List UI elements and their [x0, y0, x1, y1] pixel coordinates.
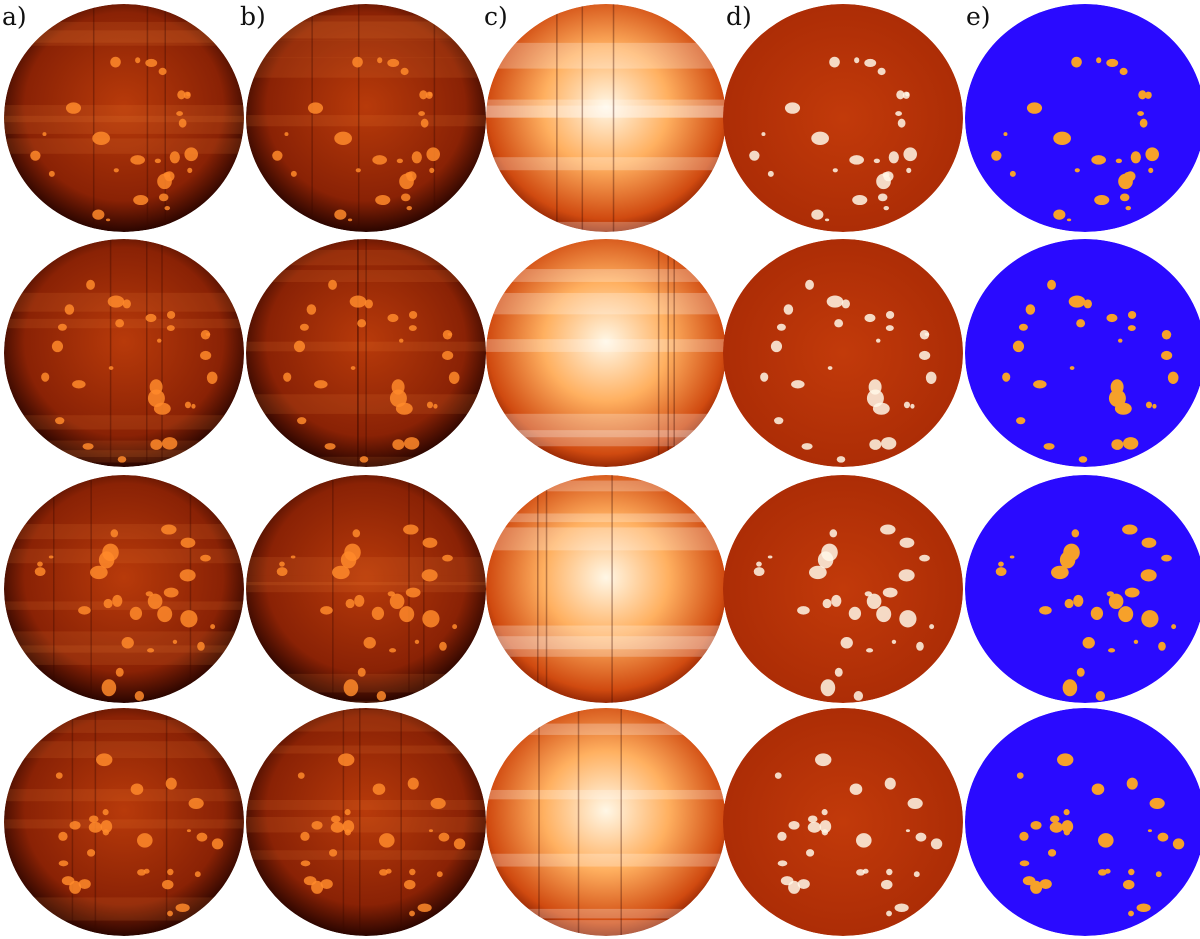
flat-field-image-r2	[486, 239, 726, 467]
binary-mask-r2	[965, 239, 1200, 467]
panel-label-c: c)	[484, 2, 508, 31]
corrected-image-r1	[246, 4, 486, 232]
binary-mask-r1	[965, 4, 1200, 232]
solar-disc	[4, 239, 244, 467]
corrected-image-r2	[246, 239, 486, 467]
binary-mask-r3	[965, 475, 1200, 703]
solar-disc	[246, 4, 486, 232]
binary-mask-r4	[965, 708, 1200, 936]
solar-disc	[723, 475, 963, 703]
corrected-image-r3	[246, 475, 486, 703]
solar-disc	[965, 239, 1200, 467]
raw-image-r4	[4, 708, 244, 936]
solar-disc	[246, 239, 486, 467]
solar-disc	[723, 4, 963, 232]
raw-image-r3	[4, 475, 244, 703]
solar-disc	[4, 4, 244, 232]
raw-image-r1	[4, 4, 244, 232]
raw-image-r2	[4, 239, 244, 467]
solar-disc	[965, 475, 1200, 703]
enhanced-image-r2	[723, 239, 963, 467]
corrected-image-r4	[246, 708, 486, 936]
flat-field-image-r1	[486, 4, 726, 232]
panel-label-d: d)	[726, 2, 752, 31]
solar-disc	[723, 708, 963, 936]
solar-disc	[486, 4, 726, 232]
enhanced-image-r4	[723, 708, 963, 936]
flat-field-image-r3	[486, 475, 726, 703]
solar-disc	[486, 239, 726, 467]
solar-disc	[4, 475, 244, 703]
solar-disc	[246, 475, 486, 703]
panel-label-b: b)	[240, 2, 266, 31]
solar-disc	[965, 708, 1200, 936]
panel-label-e: e)	[966, 2, 991, 31]
solar-disc	[965, 4, 1200, 232]
solar-disc	[486, 475, 726, 703]
enhanced-image-r1	[723, 4, 963, 232]
enhanced-image-r3	[723, 475, 963, 703]
solar-disc	[723, 239, 963, 467]
panel-label-a: a)	[2, 2, 27, 31]
flat-field-image-r4	[486, 708, 726, 936]
solar-disc	[486, 708, 726, 936]
